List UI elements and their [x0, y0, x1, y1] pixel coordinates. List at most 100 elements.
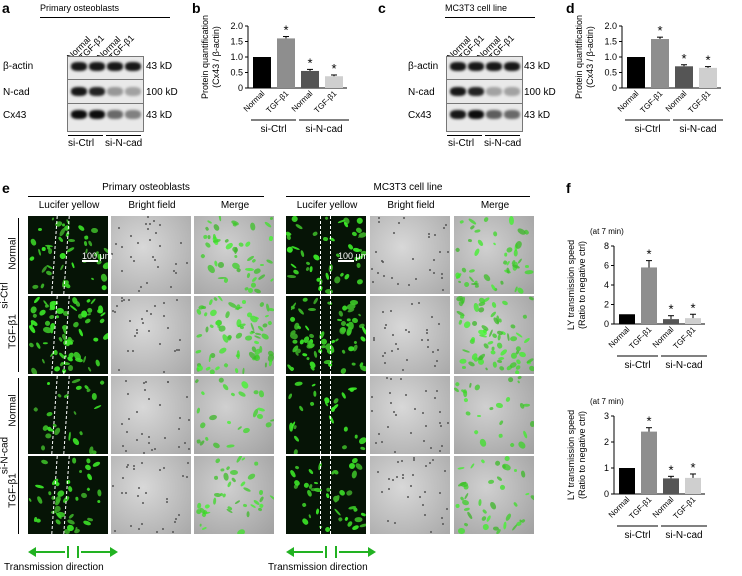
bar	[641, 267, 657, 324]
blot-band	[125, 110, 141, 119]
scale-bar-label: 100 μm	[338, 251, 369, 261]
lucifer-yellow-image	[286, 296, 366, 374]
bar	[675, 66, 693, 88]
bright-field-image	[111, 376, 191, 454]
x-tick-label: Normal	[290, 89, 315, 114]
size-label: 43 kD	[146, 61, 173, 72]
bar	[663, 478, 679, 494]
size-label: 43 kD	[524, 61, 551, 72]
bar-chart-f1: (at 7 min) 0 2 4 6 8 LY transmission speed (Rat…	[566, 227, 707, 371]
panel-c-title: MC3T3 cell line	[445, 3, 508, 13]
y-tick-label: 4	[604, 280, 609, 290]
scale-bar-label: 100 μm	[82, 251, 113, 261]
blot-band	[89, 62, 105, 71]
bar	[627, 57, 645, 88]
column-header: Bright field	[128, 200, 176, 211]
group-label: si-Ctrl	[634, 124, 660, 135]
group-label: si-N-cad	[305, 124, 342, 135]
x-tick-label: TGF-β1	[671, 325, 697, 351]
bright-field-image	[370, 216, 450, 294]
merge-image	[454, 376, 534, 454]
row-label-normal: Normal	[7, 394, 19, 427]
blot-band	[468, 62, 484, 71]
western-blot-image	[446, 56, 523, 132]
transmission-direction-label: Transmission direction	[268, 562, 368, 573]
y-tick-label: 6	[604, 261, 609, 271]
blot-band	[71, 110, 87, 119]
merge-image	[194, 296, 274, 374]
bright-field-image	[111, 296, 191, 374]
bar-chart-f2: (at 7 min) 0 1 2 3 LY transmission speed (Rati…	[566, 398, 707, 541]
blot-band	[468, 110, 484, 119]
group-label: si-Ctrl	[624, 530, 650, 541]
significance-marker: *	[690, 460, 695, 475]
bright-field-image	[111, 456, 191, 534]
size-label: 43 kD	[524, 110, 551, 121]
bright-field-image	[111, 216, 191, 294]
row-group-line	[18, 218, 19, 372]
blot-band	[450, 110, 466, 119]
y-tick-label: 1.0	[230, 52, 243, 62]
panel-e-group-title: MC3T3 cell line	[373, 182, 443, 193]
y-axis-label: Protein quantification	[200, 15, 210, 99]
blot-band	[107, 62, 123, 71]
bar	[651, 39, 669, 88]
group-label: si-N-cad	[105, 138, 143, 149]
significance-marker: *	[307, 55, 312, 70]
significance-marker: *	[331, 61, 336, 76]
group-label: si-N-cad	[665, 530, 702, 541]
y-tick-label: 0	[238, 83, 243, 93]
y-tick-label: 2	[604, 300, 609, 310]
blot-band	[71, 87, 87, 96]
blot-band	[486, 110, 502, 119]
merge-image	[194, 216, 274, 294]
panel-c-title-line	[445, 17, 535, 18]
panel-label-f: f	[566, 180, 571, 196]
merge-image	[194, 456, 274, 534]
bar	[641, 431, 657, 494]
panel-e-group-title: Primary osteoblasts	[102, 182, 190, 193]
group-label: si-N-cad	[679, 124, 716, 135]
blot-divider	[447, 103, 522, 104]
row-label-n-cad: N-cad	[3, 87, 30, 98]
row-group-line	[18, 378, 19, 534]
bar	[619, 314, 635, 324]
significance-marker: *	[283, 23, 288, 38]
panel-label-b: b	[192, 0, 201, 16]
row-label-cx43: Cx43	[408, 110, 432, 121]
significance-marker: *	[690, 300, 695, 315]
panel-e-group-line	[286, 196, 530, 197]
merge-image	[454, 456, 534, 534]
bar	[277, 38, 295, 88]
transmission-arrow-icon	[28, 546, 118, 558]
blot-band	[107, 87, 123, 96]
bar	[663, 319, 679, 324]
group-label: si-N-cad	[484, 138, 522, 149]
significance-marker: *	[681, 51, 686, 66]
row-group-label: si-Ctrl	[0, 282, 11, 309]
blot-divider	[447, 79, 522, 80]
bar	[253, 57, 271, 88]
panel-label-c: c	[378, 0, 386, 16]
row-label-beta-actin: β-actin	[3, 61, 34, 72]
group-label: si-Ctrl	[448, 138, 475, 149]
panel-label-e: e	[2, 180, 10, 196]
merge-image	[194, 376, 274, 454]
blot-band	[125, 87, 141, 96]
bar	[699, 67, 717, 88]
blot-band	[89, 87, 105, 96]
size-label: 43 kD	[146, 110, 173, 121]
bar	[325, 76, 343, 88]
group-label: si-Ctrl	[68, 138, 95, 149]
transmission-direction-label: Transmission direction	[4, 562, 104, 573]
row-group-label: si-N-cad	[0, 436, 11, 475]
x-tick-label: TGF-β1	[312, 89, 338, 115]
column-header: Merge	[220, 200, 250, 211]
x-tick-label: TGF-β1	[638, 89, 664, 115]
blot-band	[486, 62, 502, 71]
x-tick-label: TGF-β1	[671, 495, 697, 521]
y-tick-label: 0	[612, 83, 617, 93]
group-line	[485, 135, 520, 136]
chart-note: (at 7 min)	[590, 398, 624, 406]
merge-image	[454, 296, 534, 374]
